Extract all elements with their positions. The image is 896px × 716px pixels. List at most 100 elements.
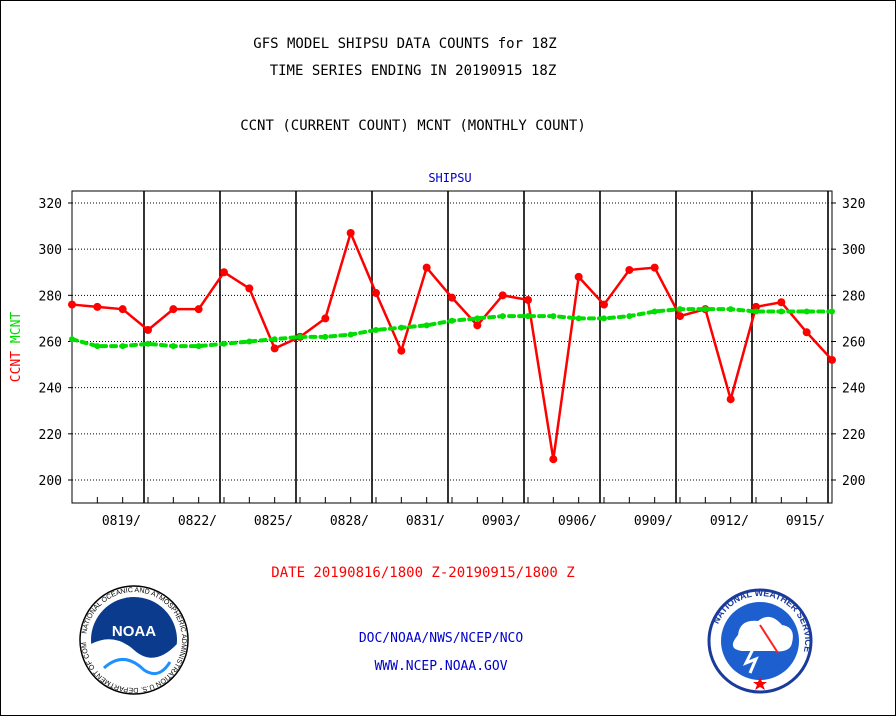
x-tick-label: 0909/ <box>634 514 673 529</box>
data-point-mcnt <box>145 340 151 347</box>
data-point-mcnt <box>449 317 455 324</box>
y-tick-label-left: 280 <box>39 289 62 304</box>
data-point-ccnt <box>524 295 532 304</box>
data-point-mcnt <box>423 322 430 329</box>
data-point-ccnt <box>397 346 406 355</box>
data-point-mcnt <box>246 338 253 345</box>
data-point-ccnt <box>676 312 684 321</box>
data-point-ccnt <box>245 284 254 293</box>
y-tick-label-left: 320 <box>39 197 62 212</box>
data-point-ccnt <box>321 314 330 323</box>
y-tick-label-right: 280 <box>842 289 865 304</box>
data-point-ccnt <box>828 355 836 364</box>
data-point-ccnt <box>93 302 102 311</box>
data-point-ccnt <box>448 293 456 302</box>
data-point-mcnt <box>373 326 379 333</box>
y-axis-label: CCNT MCNT <box>9 312 24 383</box>
data-point-mcnt <box>626 313 633 320</box>
data-point-ccnt <box>802 328 811 337</box>
data-point-mcnt <box>778 308 785 315</box>
y-tick-label-right: 260 <box>842 336 865 351</box>
data-point-ccnt <box>220 268 228 277</box>
x-tick-label: 0828/ <box>330 514 369 529</box>
data-point-ccnt <box>625 265 634 274</box>
x-tick-label: 0819/ <box>102 514 141 529</box>
chart-legend-text: CCNT (CURRENT COUNT) MCNT (MONTHLY COUNT… <box>240 118 586 134</box>
x-tick-label: 0912/ <box>710 514 749 529</box>
data-point-ccnt <box>498 291 507 300</box>
noaa-logo-text: NOAA <box>112 623 156 640</box>
y-tick-label-right: 300 <box>842 243 865 258</box>
data-point-mcnt <box>525 313 531 320</box>
data-point-ccnt <box>650 263 659 272</box>
y-tick-label-right: 320 <box>842 197 865 212</box>
x-tick-label: 0906/ <box>558 514 597 529</box>
data-point-ccnt <box>372 289 380 298</box>
data-point-mcnt <box>271 336 278 343</box>
x-tick-label: 0822/ <box>178 514 217 529</box>
data-point-mcnt <box>651 308 658 315</box>
nws-logo-icon: NATIONAL WEATHER SERVICE <box>707 588 813 694</box>
data-point-mcnt <box>297 333 303 340</box>
y-axis-label-text: CCNT MCNT <box>9 312 24 383</box>
data-point-ccnt <box>68 300 76 309</box>
y-tick-label-left: 260 <box>39 336 62 351</box>
data-point-mcnt <box>474 315 481 322</box>
y-tick-label-right: 200 <box>842 474 865 489</box>
data-point-mcnt <box>170 343 177 350</box>
data-point-mcnt <box>702 306 709 313</box>
data-point-mcnt <box>677 306 683 313</box>
data-point-ccnt <box>726 395 735 404</box>
y-axis-label-part: CCNT <box>9 351 24 382</box>
data-point-mcnt <box>195 343 202 350</box>
data-point-mcnt <box>829 308 835 315</box>
chart-title: GFS MODEL SHIPSU DATA COUNTS for 18Z <box>253 36 557 52</box>
y-tick-label-left: 240 <box>39 382 62 397</box>
x-tick-label: 0825/ <box>254 514 293 529</box>
data-point-mcnt <box>94 343 101 350</box>
data-point-ccnt <box>473 321 482 330</box>
series-line-mcnt <box>70 307 834 349</box>
data-point-mcnt <box>398 324 405 331</box>
y-tick-label-left: 200 <box>39 474 62 489</box>
date-range-label: DATE 20190816/1800 Z-20190915/1800 Z <box>271 565 575 581</box>
grid-layer <box>72 191 832 503</box>
data-point-mcnt <box>499 313 506 320</box>
data-point-ccnt <box>422 263 431 272</box>
x-tick-label: 0831/ <box>406 514 445 529</box>
series-layer <box>68 229 836 464</box>
data-point-mcnt <box>69 336 75 343</box>
data-point-mcnt <box>803 308 810 315</box>
chart-subtitle: SHIPSU <box>428 171 472 185</box>
data-point-ccnt <box>777 298 786 307</box>
data-point-mcnt <box>753 308 759 315</box>
y-axis-label-part: MCNT <box>9 312 24 351</box>
chart-title-line2: TIME SERIES ENDING IN 20190915 18Z <box>269 63 557 79</box>
data-point-ccnt <box>144 325 152 334</box>
data-point-ccnt <box>118 305 127 314</box>
axis-layer: 200 200 220 220 240 240 260 260 280 280 300 300 320 3… <box>39 190 865 529</box>
data-point-mcnt <box>322 333 329 340</box>
y-tick-label-right: 220 <box>842 428 865 443</box>
data-point-mcnt <box>575 315 582 322</box>
data-point-mcnt <box>347 331 354 338</box>
data-point-mcnt <box>601 315 607 322</box>
y-tick-label-right: 240 <box>842 382 865 397</box>
y-tick-label-left: 300 <box>39 243 62 258</box>
data-point-ccnt <box>752 302 760 311</box>
data-point-ccnt <box>169 305 178 314</box>
data-point-ccnt <box>270 344 279 353</box>
y-tick-label-left: 220 <box>39 428 62 443</box>
x-tick-label: 0915/ <box>786 514 825 529</box>
noaa-logo-icon: NOAA NATIONAL OCEANIC AND ATMOSPHERIC AD… <box>79 585 189 695</box>
data-point-ccnt <box>549 455 558 464</box>
data-point-mcnt <box>550 313 557 320</box>
data-point-ccnt <box>600 300 608 309</box>
org-label: DOC/NOAA/NWS/NCEP/NCO <box>358 631 524 646</box>
data-point-ccnt <box>574 272 583 281</box>
data-point-mcnt <box>221 340 227 347</box>
x-tick-label: 0903/ <box>482 514 521 529</box>
data-point-mcnt <box>119 343 126 350</box>
data-point-ccnt <box>346 229 355 238</box>
